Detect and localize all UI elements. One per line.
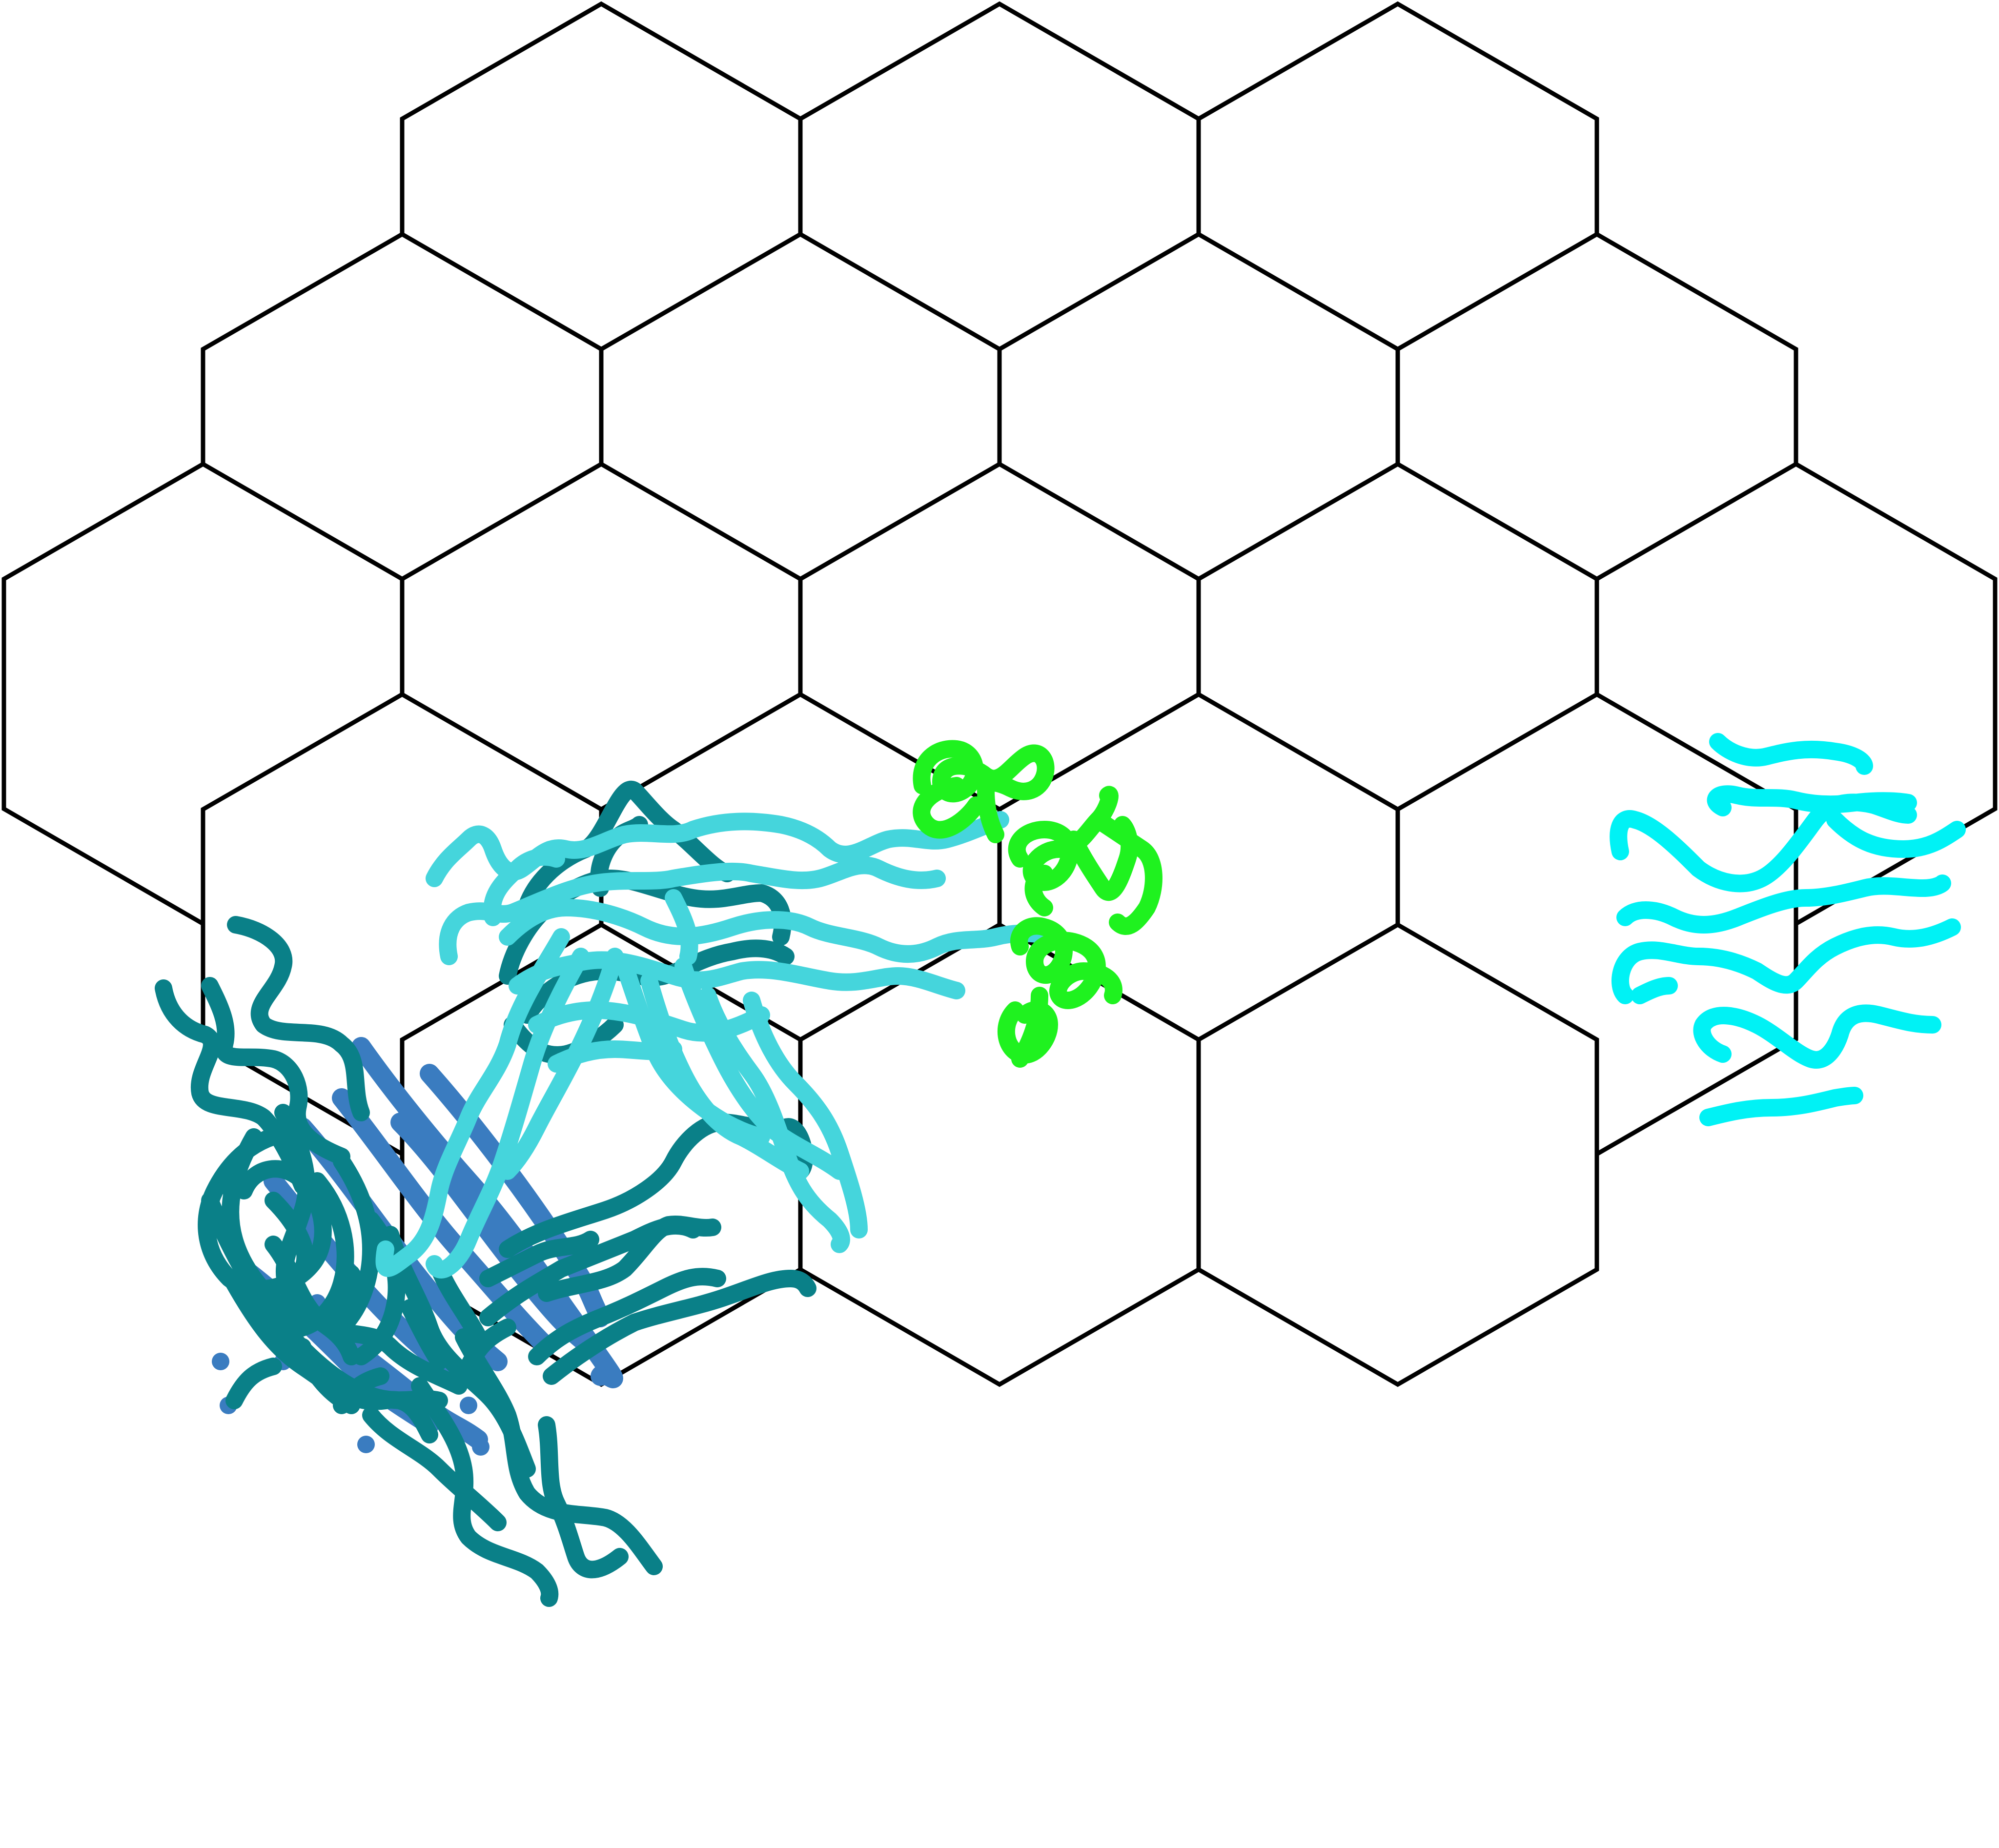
teal-scribble-10	[411, 1377, 559, 1607]
cyan-scribble-13	[699, 987, 850, 1253]
teal-knot-7	[294, 1338, 360, 1414]
cyan-scribble-11	[640, 972, 809, 1180]
blue-dot-4	[357, 1436, 375, 1453]
cyan-scribble-14	[743, 992, 868, 1239]
blue-dot-8	[460, 1397, 477, 1414]
teal-scribble-24	[225, 1358, 282, 1409]
cyan-scribble-8	[426, 948, 590, 1279]
aqua-wave-9	[1699, 1087, 1863, 1126]
teal-scribble-16	[479, 1231, 599, 1287]
green-loop-2	[913, 777, 985, 839]
teal-knot-8	[401, 1299, 448, 1370]
teal-scribble-18	[543, 1270, 816, 1385]
aqua-wave-7	[1631, 977, 1678, 1004]
teal-scribble-14	[499, 1114, 813, 1258]
green-loop-9	[1011, 987, 1048, 1068]
cyan-scribble-1	[426, 811, 1009, 887]
aqua-wave-1	[1709, 733, 1873, 775]
teal-scribble-1	[227, 916, 370, 1121]
cyan-scribble-15	[483, 848, 565, 926]
cyan-scribble-16	[665, 889, 698, 965]
teal-scribble-12	[362, 1406, 507, 1531]
teal-knot-4	[265, 1192, 314, 1278]
aqua-wave-5	[1616, 874, 1951, 934]
teal-scribble-9	[455, 1328, 663, 1575]
cyan-scribble-12	[674, 957, 848, 1180]
teal-knot-3	[265, 1172, 354, 1339]
cyan-scribble-3	[499, 899, 1058, 963]
cyan-scribble-7	[375, 928, 570, 1277]
green-loop-7	[1010, 917, 1122, 1009]
green-loop-5	[1089, 811, 1163, 935]
blue-dot-5	[472, 1438, 490, 1456]
aqua-wave-8	[1693, 1004, 1941, 1069]
drawings	[155, 733, 1966, 1607]
teal-scribble-3	[201, 977, 350, 1165]
aqua-wave-4	[1826, 811, 1966, 858]
green-loop-6	[1024, 865, 1053, 916]
teal-scribble-15	[538, 1216, 721, 1302]
aqua-wave-6	[1611, 918, 1961, 1004]
aqua-wave-3	[1610, 793, 1917, 893]
green-loop-1	[913, 740, 1055, 843]
teal-scribble-11	[538, 1416, 629, 1579]
teal-scribble-17	[528, 1268, 726, 1365]
cyan-scribble-9	[499, 948, 624, 1180]
hex-cell-r5-c3[interactable]	[1196, 922, 1599, 1387]
teal-knot-5	[333, 1153, 380, 1336]
blue-dot-2	[212, 1353, 229, 1370]
